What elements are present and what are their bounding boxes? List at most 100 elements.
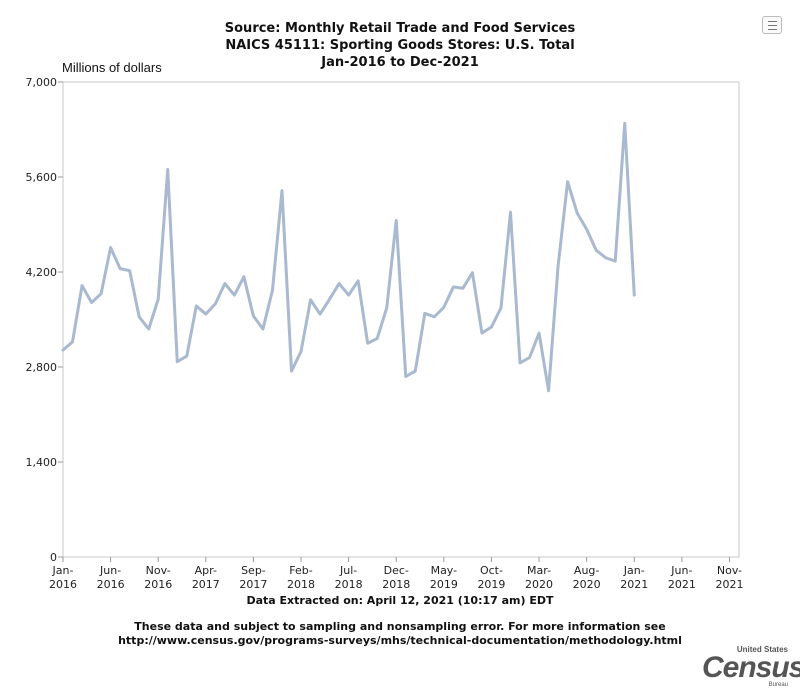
data-point[interactable]	[118, 267, 122, 270]
data-point[interactable]	[395, 219, 398, 222]
chart-title-line-3: Jan-2016 to Dec-2021	[321, 55, 479, 70]
data-point[interactable]	[328, 297, 331, 301]
data-point[interactable]	[499, 306, 503, 310]
x-tick-label: 2019	[430, 578, 458, 591]
x-tick-label: Nov-	[146, 564, 171, 577]
chart-title-line-2: NAICS 45111: Sporting Goods Stores: U.S.…	[225, 38, 575, 53]
x-tick-label: 2016	[49, 578, 77, 591]
data-point[interactable]	[309, 298, 312, 302]
data-point[interactable]	[61, 348, 65, 352]
data-point[interactable]	[195, 304, 198, 308]
data-point[interactable]	[318, 312, 322, 316]
logo-bureau: Bureau	[768, 682, 788, 688]
methodology-note-line-2: http://www.census.gov/programs-surveys/m…	[118, 634, 682, 647]
x-tick-label: 2020	[573, 578, 601, 591]
data-point[interactable]	[223, 282, 227, 285]
data-point[interactable]	[623, 122, 626, 125]
x-tick-label: 2017	[239, 578, 267, 591]
methodology-note-line-1: These data and subject to sampling and n…	[134, 620, 666, 633]
x-tick-label: 2018	[287, 578, 315, 591]
data-point[interactable]	[176, 360, 179, 363]
data-point[interactable]	[480, 331, 484, 335]
data-point[interactable]	[290, 369, 293, 373]
x-tick-label: May-	[431, 564, 458, 577]
data-point[interactable]	[233, 293, 236, 297]
x-tick-label: Nov-	[717, 564, 742, 577]
data-point[interactable]	[299, 350, 303, 353]
x-tick-label: Aug-	[574, 564, 599, 577]
data-point[interactable]	[204, 312, 208, 316]
data-point[interactable]	[80, 284, 84, 287]
data-point[interactable]	[585, 228, 588, 231]
chart-title-line-1: Source: Monthly Retail Trade and Food Se…	[224, 21, 576, 36]
data-point[interactable]	[490, 325, 493, 329]
data-point[interactable]	[537, 331, 541, 335]
data-point[interactable]	[518, 361, 522, 365]
data-point[interactable]	[442, 306, 446, 309]
data-point[interactable]	[385, 306, 388, 310]
data-point[interactable]	[509, 211, 512, 214]
x-tick-label: Jun-	[670, 564, 692, 577]
x-tick-label: Jun-	[99, 564, 121, 577]
data-point[interactable]	[261, 327, 265, 331]
y-tick-label: 7,000	[26, 76, 58, 89]
data-point[interactable]	[414, 369, 417, 373]
hamburger-menu-icon[interactable]	[762, 16, 782, 34]
data-point[interactable]	[252, 314, 255, 318]
data-point[interactable]	[147, 327, 150, 331]
data-point[interactable]	[547, 389, 550, 392]
x-tick-label: 2018	[335, 578, 363, 591]
census-bureau-logo: United States Census Bureau	[702, 645, 800, 688]
data-point[interactable]	[566, 180, 569, 183]
data-extracted-note: Data Extracted on: April 12, 2021 (10:17…	[246, 594, 554, 607]
x-tick-label: Oct-	[480, 564, 503, 577]
data-point[interactable]	[376, 337, 379, 340]
data-point[interactable]	[556, 264, 560, 268]
data-point[interactable]	[461, 287, 465, 290]
data-point[interactable]	[157, 297, 160, 301]
data-point[interactable]	[471, 271, 474, 274]
data-point[interactable]	[594, 249, 598, 252]
data-point[interactable]	[528, 356, 531, 359]
x-tick-label: Jan-	[52, 564, 74, 577]
data-point[interactable]	[423, 312, 426, 315]
x-tick-label: 2016	[97, 578, 125, 591]
x-tick-label: Apr-	[195, 564, 217, 577]
data-point[interactable]	[337, 282, 341, 285]
data-point[interactable]	[280, 189, 284, 192]
data-point[interactable]	[128, 269, 131, 272]
data-point[interactable]	[633, 293, 636, 297]
logo-united-states: United States	[736, 645, 788, 654]
data-point[interactable]	[404, 375, 407, 378]
data-point[interactable]	[271, 289, 274, 292]
x-tick-label: Mar-	[527, 564, 551, 577]
data-point[interactable]	[185, 354, 188, 358]
y-tick-label: 1,400	[26, 456, 58, 469]
data-point[interactable]	[452, 285, 455, 289]
data-point[interactable]	[71, 340, 74, 344]
data-point[interactable]	[356, 279, 360, 283]
x-tick-label: 2021	[620, 578, 648, 591]
x-tick-label: 2016	[144, 578, 172, 591]
data-point[interactable]	[109, 246, 112, 249]
data-point[interactable]	[137, 315, 141, 318]
data-point[interactable]	[347, 293, 350, 297]
data-point[interactable]	[242, 275, 246, 278]
y-tick-label: 4,200	[26, 266, 58, 279]
data-point[interactable]	[366, 342, 369, 345]
data-point[interactable]	[604, 256, 607, 259]
data-point[interactable]	[614, 259, 617, 263]
data-point[interactable]	[90, 301, 93, 304]
data-point[interactable]	[99, 292, 103, 295]
x-tick-label: 2021	[715, 578, 743, 591]
y-tick-label: 5,600	[26, 171, 58, 184]
x-tick-label: Dec-	[384, 564, 409, 577]
data-point[interactable]	[166, 168, 169, 171]
x-tick-label: Feb-	[289, 564, 312, 577]
data-point[interactable]	[214, 302, 217, 306]
x-tick-label: 2021	[668, 578, 696, 591]
logo-census: Census	[702, 651, 800, 684]
data-point[interactable]	[433, 315, 436, 318]
data-point[interactable]	[575, 211, 579, 215]
